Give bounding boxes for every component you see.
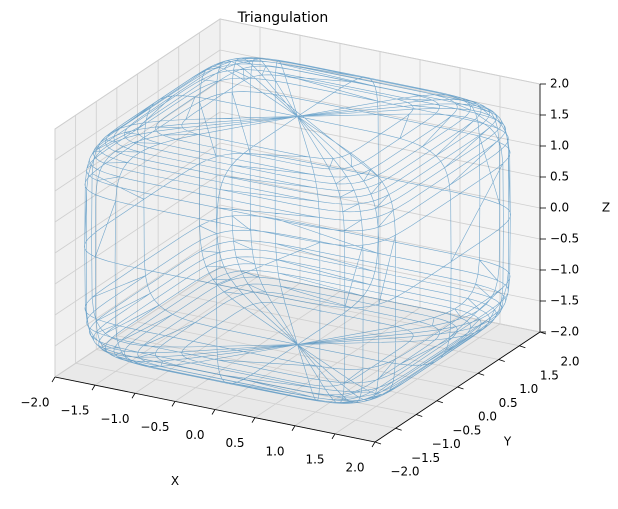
z-tick-label: 1.0 <box>550 139 569 153</box>
tick-mark <box>478 373 484 375</box>
tick-mark <box>212 410 215 415</box>
z-tick-label: −1.5 <box>550 294 579 308</box>
z-tick-label: 2.0 <box>550 77 569 91</box>
tick-mark <box>372 442 375 447</box>
tick-mark <box>92 385 95 390</box>
y-tick-label: 0.5 <box>499 396 518 410</box>
x-tick-label: −1.0 <box>100 412 129 426</box>
y-tick-label: −0.5 <box>452 423 481 437</box>
y-tick-label: 2.0 <box>560 355 579 369</box>
z-tick-label: 1.5 <box>550 108 569 122</box>
tick-mark <box>332 434 335 439</box>
tick-mark <box>396 428 402 430</box>
z-axis-label: Z <box>602 201 610 215</box>
z-tick-label: −1.0 <box>550 263 579 277</box>
z-tick-label: 0.0 <box>550 201 569 215</box>
tick-mark <box>437 401 443 403</box>
tick-mark <box>458 387 464 389</box>
y-tick-label: −2.0 <box>390 465 419 479</box>
tick-mark <box>416 415 422 417</box>
x-tick-label: 1.5 <box>305 452 324 466</box>
x-tick-label: −2.0 <box>20 396 49 410</box>
x-tick-label: 1.0 <box>265 444 284 458</box>
x-tick-label: 0.5 <box>225 436 244 450</box>
y-tick-label: −1.0 <box>432 437 461 451</box>
tick-mark <box>292 426 295 431</box>
tick-mark <box>52 377 55 382</box>
chart-title: Triangulation <box>237 10 329 26</box>
y-tick-label: −1.5 <box>411 451 440 465</box>
y-tick-label: 1.0 <box>519 382 538 396</box>
tick-mark <box>519 346 525 348</box>
tick-mark <box>172 401 175 406</box>
y-tick-label: 0.0 <box>478 410 497 424</box>
z-tick-label: −2.0 <box>550 325 579 339</box>
x-tick-label: −1.5 <box>60 404 89 418</box>
x-tick-label: 0.0 <box>185 428 204 442</box>
y-axis-label: Y <box>503 435 512 449</box>
tick-mark <box>499 360 505 362</box>
tick-mark <box>132 393 135 398</box>
x-axis-label: X <box>171 474 179 488</box>
x-tick-label: 2.0 <box>345 461 364 475</box>
chart: Triangulation −2.0−1.5−1.0−0.50.00.51.01… <box>0 0 618 509</box>
z-tick-label: 0.5 <box>550 170 569 184</box>
tick-mark <box>252 418 255 423</box>
y-tick-label: 1.5 <box>540 368 559 382</box>
tick-mark <box>375 442 381 444</box>
z-tick-label: −0.5 <box>550 232 579 246</box>
x-tick-label: −0.5 <box>140 420 169 434</box>
